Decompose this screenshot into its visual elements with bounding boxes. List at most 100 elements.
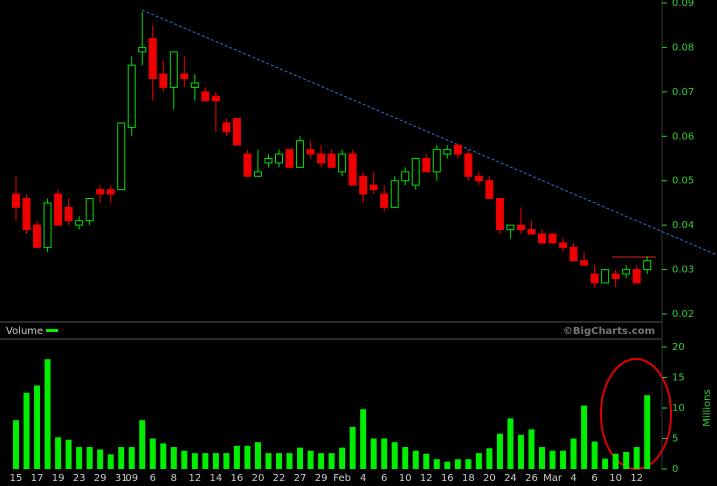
volume-bar bbox=[549, 450, 556, 469]
x-tick-label: 16 bbox=[441, 473, 454, 484]
candle-body bbox=[43, 202, 52, 248]
volume-bar bbox=[465, 459, 472, 469]
candle-body bbox=[33, 224, 42, 248]
volume-tick-label: 20 bbox=[672, 342, 685, 353]
candle-body bbox=[243, 153, 252, 177]
candle-body bbox=[422, 158, 431, 173]
volume-bar bbox=[202, 453, 209, 469]
candle-body bbox=[22, 197, 31, 231]
candle-body bbox=[390, 180, 399, 208]
candle-body bbox=[559, 242, 568, 248]
candle-body bbox=[285, 149, 294, 168]
volume-bar bbox=[307, 450, 314, 469]
volume-bar bbox=[581, 405, 588, 469]
x-tick-label: 09 bbox=[125, 473, 138, 484]
candle-body bbox=[359, 175, 368, 195]
y-tick-label: 0.03 bbox=[672, 265, 694, 276]
volume-tick-label: 10 bbox=[672, 403, 685, 414]
y-tick-label: 0.06 bbox=[672, 131, 694, 142]
x-tick-label: 15 bbox=[10, 473, 23, 484]
volume-bar bbox=[297, 447, 304, 469]
candle-body bbox=[590, 273, 599, 284]
candle-body bbox=[632, 269, 641, 284]
volume-bar bbox=[370, 438, 377, 469]
candle-body bbox=[348, 153, 357, 186]
x-tick-label: 20 bbox=[483, 473, 496, 484]
x-tick-label: 23 bbox=[73, 473, 86, 484]
candle-body bbox=[117, 122, 126, 191]
candle-body bbox=[169, 51, 178, 88]
x-tick-label: 16 bbox=[231, 473, 244, 484]
candle-body bbox=[474, 175, 483, 182]
volume-bar bbox=[139, 420, 146, 469]
candle-body bbox=[516, 224, 525, 231]
volume-bar bbox=[13, 420, 19, 469]
volume-bar bbox=[349, 426, 356, 469]
volume-tick-label: 15 bbox=[672, 373, 685, 384]
x-tick-label: 31 bbox=[115, 473, 128, 484]
candle-body bbox=[306, 149, 315, 155]
volume-tick-label: 5 bbox=[672, 434, 678, 445]
candle-body bbox=[296, 140, 305, 168]
candle-body bbox=[527, 229, 536, 235]
candle-body bbox=[548, 233, 557, 244]
candle-body bbox=[64, 206, 73, 222]
volume-bar bbox=[107, 454, 114, 469]
candle-body bbox=[148, 38, 157, 80]
candle-body bbox=[580, 260, 589, 266]
candle-body bbox=[127, 64, 136, 128]
volume-bar bbox=[191, 453, 198, 469]
candle-body bbox=[85, 197, 94, 222]
volume-bar bbox=[97, 449, 104, 469]
volume-bar bbox=[286, 453, 293, 469]
x-tick-label: 8 bbox=[171, 473, 177, 484]
volume-tick-label: 0 bbox=[672, 464, 678, 475]
candle-body bbox=[138, 46, 147, 53]
y-tick-label: 0.07 bbox=[672, 87, 694, 98]
volume-bar bbox=[244, 445, 251, 469]
volume-bar bbox=[23, 392, 30, 469]
volume-bar bbox=[444, 461, 451, 469]
volume-bar bbox=[412, 450, 419, 469]
x-tick-label: Mar bbox=[543, 473, 563, 484]
volume-bar bbox=[644, 395, 651, 469]
candle-body bbox=[611, 273, 620, 279]
candle-body bbox=[622, 269, 631, 275]
candle-body bbox=[12, 193, 20, 208]
volume-bar bbox=[160, 443, 167, 469]
candle-body bbox=[380, 193, 389, 208]
volume-bar bbox=[55, 437, 62, 469]
x-tick-label: 6 bbox=[591, 473, 597, 484]
y-tick-label: 0.04 bbox=[672, 220, 694, 231]
x-tick-label: 18 bbox=[462, 473, 475, 484]
x-tick-label: 22 bbox=[273, 473, 286, 484]
candle-body bbox=[54, 193, 63, 226]
volume-bar bbox=[560, 450, 567, 469]
volume-bar bbox=[34, 385, 41, 469]
x-tick-label: 10 bbox=[609, 473, 622, 484]
candle-body bbox=[106, 189, 115, 195]
candle-body bbox=[495, 197, 504, 231]
x-tick-label: 12 bbox=[188, 473, 201, 484]
candle-body bbox=[601, 269, 610, 284]
candle-body bbox=[569, 246, 578, 262]
volume-bar bbox=[223, 453, 230, 469]
x-tick-label: 29 bbox=[315, 473, 328, 484]
volume-bar bbox=[381, 438, 388, 469]
volume-bar bbox=[181, 450, 188, 469]
x-tick-label: 10 bbox=[399, 473, 412, 484]
candle-body bbox=[232, 118, 241, 146]
volume-bar bbox=[454, 459, 461, 469]
candle-body bbox=[75, 220, 84, 226]
x-tick-label: 17 bbox=[31, 473, 44, 484]
candle-body bbox=[453, 144, 462, 155]
candle-body bbox=[338, 153, 347, 173]
y-tick-label: 0.02 bbox=[672, 309, 694, 320]
candle-body bbox=[443, 149, 452, 155]
volume-bar bbox=[76, 447, 83, 469]
volume-bar bbox=[402, 447, 409, 469]
trend-line bbox=[141, 9, 717, 256]
volume-bar bbox=[623, 451, 630, 469]
x-tick-label: 26 bbox=[525, 473, 538, 484]
